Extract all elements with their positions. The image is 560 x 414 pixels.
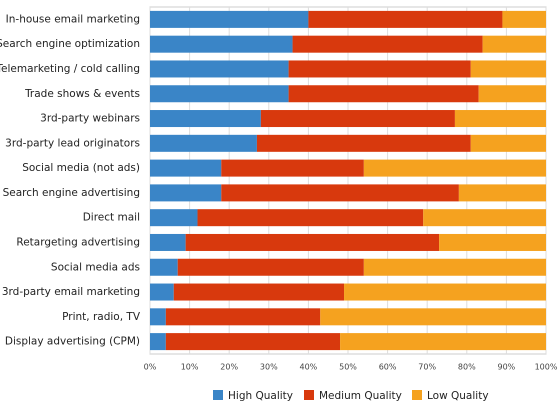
bar-segment bbox=[150, 209, 198, 227]
x-tick-label: 60% bbox=[379, 363, 397, 372]
bar-segment bbox=[288, 60, 471, 78]
bar-segment bbox=[423, 209, 546, 227]
bar-segment bbox=[320, 308, 546, 326]
y-tick-label: Print, radio, TV bbox=[62, 311, 141, 323]
bar-segment bbox=[439, 233, 546, 251]
bar-segment bbox=[221, 159, 364, 177]
x-tick-label: 10% bbox=[181, 363, 199, 372]
x-tick-label: 90% bbox=[498, 363, 516, 372]
x-tick-label: 70% bbox=[418, 363, 436, 372]
bar-segment bbox=[288, 85, 479, 103]
bar-segment bbox=[363, 258, 546, 276]
y-tick-label: 3rd-party email marketing bbox=[2, 286, 140, 298]
bar-segment bbox=[458, 184, 546, 202]
x-tick-label: 50% bbox=[339, 363, 357, 372]
x-tick-label: 100% bbox=[535, 363, 558, 372]
legend-label: High Quality bbox=[228, 390, 293, 402]
bar-segment bbox=[256, 134, 471, 152]
bar-segment bbox=[482, 35, 546, 53]
bar-segment bbox=[177, 258, 364, 276]
bar-segment bbox=[150, 283, 174, 301]
bar-segment bbox=[150, 258, 178, 276]
y-tick-label: Trade shows & events bbox=[24, 88, 140, 100]
bar-segment bbox=[150, 184, 222, 202]
bar-segment bbox=[165, 333, 341, 351]
y-tick-label: 3rd-party webinars bbox=[40, 113, 140, 125]
bar-segment bbox=[150, 110, 261, 128]
bar-segment bbox=[150, 10, 309, 28]
bar-segment bbox=[470, 134, 546, 152]
bar-segment bbox=[150, 60, 289, 78]
bar-segment bbox=[150, 233, 186, 251]
legend-label: Medium Quality bbox=[319, 390, 402, 402]
y-tick-label: Social media (not ads) bbox=[22, 162, 140, 174]
y-tick-label: Display advertising (CPM) bbox=[5, 336, 140, 348]
legend-label: Low Quality bbox=[427, 390, 489, 402]
y-tick-label: Search engine advertising bbox=[3, 187, 140, 199]
x-tick-label: 20% bbox=[220, 363, 238, 372]
legend-swatch bbox=[213, 390, 223, 400]
bar-segment bbox=[344, 283, 546, 301]
bar-segment bbox=[185, 233, 440, 251]
bar-segment bbox=[150, 85, 289, 103]
bar-segment bbox=[340, 333, 546, 351]
x-tick-label: 0% bbox=[144, 363, 157, 372]
bar-segment bbox=[470, 60, 546, 78]
y-tick-label: 3rd-party lead originators bbox=[5, 137, 140, 149]
bar-segment bbox=[150, 308, 166, 326]
bar-segment bbox=[221, 184, 459, 202]
bar-segment bbox=[260, 110, 455, 128]
legend-swatch bbox=[412, 390, 422, 400]
y-tick-label: Social media ads bbox=[51, 261, 140, 273]
bar-segment bbox=[150, 134, 257, 152]
y-tick-label: Retargeting advertising bbox=[16, 236, 140, 248]
bar-segment bbox=[150, 159, 222, 177]
x-tick-label: 30% bbox=[260, 363, 278, 372]
y-tick-label: Direct mail bbox=[83, 212, 140, 224]
bar-segment bbox=[150, 35, 293, 53]
y-tick-label: Search engine optimization bbox=[0, 38, 140, 50]
bar-segment bbox=[363, 159, 546, 177]
bar-segment bbox=[165, 308, 321, 326]
x-tick-label: 80% bbox=[458, 363, 476, 372]
bar-segment bbox=[150, 333, 166, 351]
bar-segment bbox=[308, 10, 503, 28]
bar-segment bbox=[478, 85, 546, 103]
y-tick-label: In-house email marketing bbox=[6, 13, 140, 25]
bar-segment bbox=[502, 10, 546, 28]
bar-segment bbox=[454, 110, 546, 128]
legend-swatch bbox=[304, 390, 314, 400]
bar-segment bbox=[173, 283, 345, 301]
bar-segment bbox=[292, 35, 483, 53]
x-tick-label: 40% bbox=[300, 363, 318, 372]
y-tick-label: Telemarketing / cold calling bbox=[0, 63, 140, 75]
bar-segment bbox=[197, 209, 424, 227]
